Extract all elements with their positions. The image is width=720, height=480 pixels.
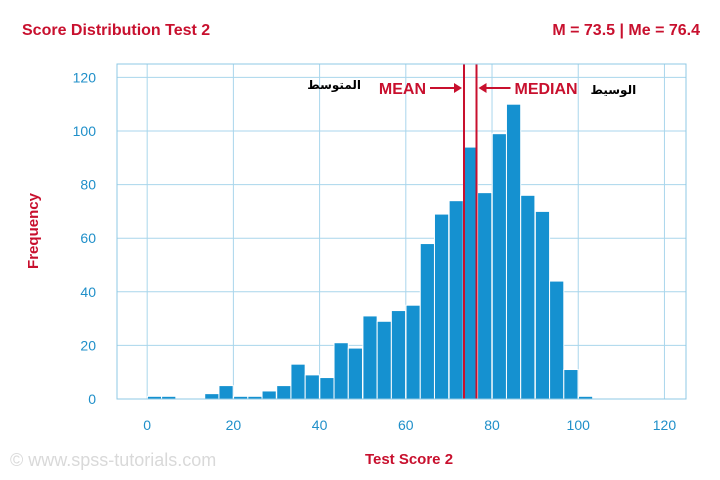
y-tick-label: 120	[73, 69, 97, 85]
y-tick-label: 20	[80, 337, 96, 353]
histogram-bar	[563, 369, 579, 400]
reference-lines	[430, 64, 511, 399]
histogram-bar	[218, 385, 234, 400]
median-arrowhead	[478, 83, 487, 93]
y-axis-title: Frequency	[25, 192, 42, 269]
tick-labels: 0 20 40 60 80 100 120 0 20 40 60 80 100 120	[73, 69, 677, 433]
x-tick-label: 100	[567, 417, 591, 433]
x-tick-label: 20	[226, 417, 242, 433]
y-tick-label: 80	[80, 177, 96, 193]
histogram-bar	[276, 385, 292, 400]
histogram-bar	[261, 390, 277, 400]
histogram-bar	[390, 310, 407, 400]
y-tick-label: 0	[88, 391, 96, 407]
histogram-bar	[333, 342, 349, 400]
x-tick-label: 60	[398, 417, 414, 433]
histogram-bar	[362, 315, 378, 400]
histogram-bar	[491, 133, 507, 400]
histogram-bar	[347, 347, 363, 400]
histogram-bar	[405, 304, 421, 400]
plot-frame	[116, 63, 687, 400]
mean-arabic-label: المتوسط	[307, 78, 361, 93]
x-tick-label: 40	[312, 417, 328, 433]
histogram-bar	[549, 280, 565, 400]
x-tick-label: 0	[143, 417, 151, 433]
histogram-bar	[304, 374, 320, 400]
histogram-bars	[146, 103, 594, 400]
median-label: MEDIAN	[515, 81, 578, 98]
chart-title: Score Distribution Test 2	[22, 22, 211, 39]
x-tick-label: 80	[484, 417, 500, 433]
histogram-bar	[462, 146, 479, 400]
mean-arrowhead	[454, 83, 463, 93]
histogram-bar	[319, 377, 335, 400]
histogram-bar	[376, 320, 392, 400]
y-tick-label: 40	[80, 284, 96, 300]
histogram-bar	[505, 103, 522, 400]
median-arabic-label: الوسيط	[591, 83, 637, 98]
y-tick-label: 60	[80, 230, 96, 246]
x-tick-label: 120	[653, 417, 677, 433]
histogram-bar	[419, 243, 435, 400]
histogram-bar	[204, 393, 220, 400]
histogram-bar	[448, 200, 464, 400]
histogram-bar	[477, 192, 493, 400]
watermark: © www.spss-tutorials.com	[10, 450, 217, 470]
x-axis-title: Test Score 2	[365, 451, 453, 468]
histogram-bar	[520, 194, 536, 400]
mean-label: MEAN	[379, 81, 426, 98]
summary-stats: M = 73.5 | Me = 76.4	[552, 22, 700, 39]
histogram-bar	[534, 210, 551, 400]
histogram-bar	[290, 363, 306, 400]
histogram-bar	[433, 213, 450, 400]
plot-border	[116, 63, 687, 400]
y-tick-label: 100	[73, 123, 97, 139]
